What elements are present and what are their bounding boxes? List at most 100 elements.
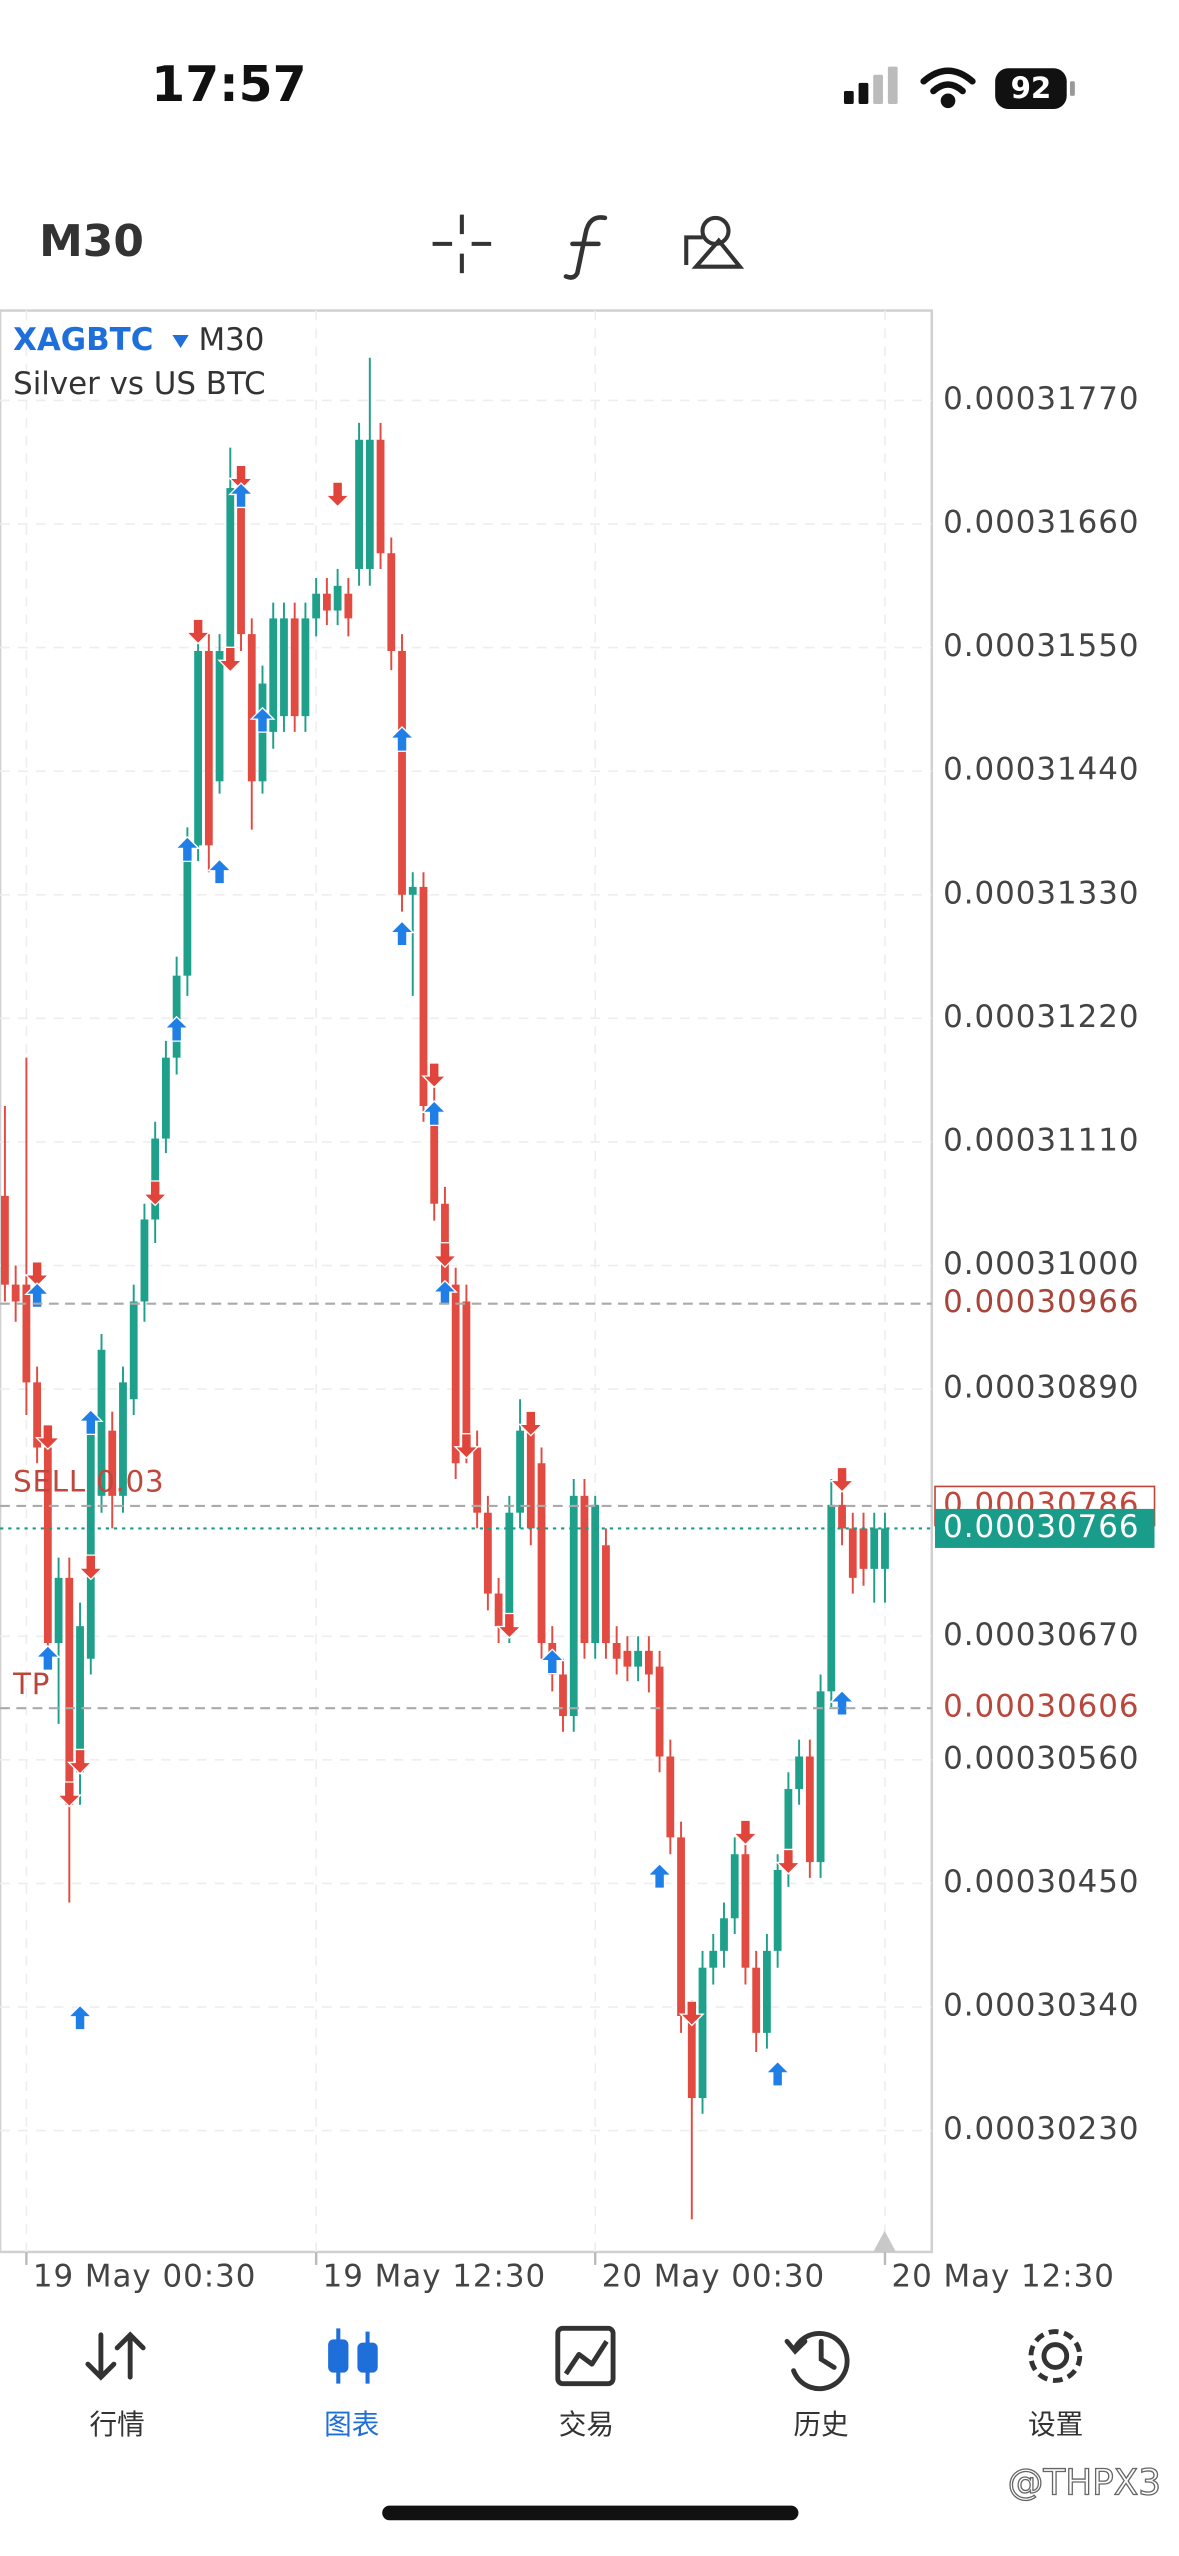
candle-body [33, 1382, 42, 1448]
y-tick-label: 0.00031660 [943, 505, 1139, 541]
candle-body [720, 1918, 728, 1951]
trade-marker [775, 1848, 802, 1875]
candle-body [473, 1447, 482, 1513]
y-tick-label: 0.00031440 [943, 752, 1139, 788]
trade-marker [539, 1648, 566, 1675]
y-tick-label: 0.00031550 [943, 628, 1139, 664]
candle-body [462, 1301, 471, 1448]
history-icon[interactable] [784, 2330, 850, 2392]
wifi-icon [920, 67, 976, 109]
candle-body [741, 1854, 750, 1968]
candle-body [204, 650, 213, 846]
candle-body [859, 1528, 868, 1569]
trade-icon[interactable] [555, 2325, 616, 2387]
symbol-dropdown[interactable] [172, 334, 189, 348]
nav-label[interactable]: 历史 [793, 2408, 848, 2441]
scroll-marker [873, 2230, 896, 2252]
trade-marker [56, 1781, 83, 1808]
trade-marker [217, 646, 244, 673]
watermark: @THPX3 [1008, 2462, 1161, 2503]
candle-body [376, 439, 385, 554]
trade-marker [324, 481, 351, 508]
candle-body [602, 1545, 610, 1644]
chart-icon[interactable] [328, 2328, 378, 2384]
nav-label[interactable]: 行情 [90, 2408, 145, 2441]
trade-marker [77, 1409, 104, 1435]
candle-body [580, 1495, 589, 1644]
level-box [935, 1508, 1155, 1548]
trade-marker [206, 858, 233, 885]
candle-body [773, 1869, 782, 1951]
trade-marker [34, 1424, 61, 1451]
candle-body [816, 1691, 825, 1863]
candle-body [1, 1195, 9, 1285]
candle-body [398, 650, 406, 895]
candle-body [795, 1756, 804, 1790]
nav-label[interactable]: 交易 [559, 2408, 614, 2441]
candle-body [591, 1504, 600, 1644]
level-label: 0.00030606 [943, 1689, 1139, 1725]
trade-marker [517, 1410, 544, 1437]
trade-marker [389, 920, 415, 947]
battery-level: 92 [1011, 71, 1052, 105]
settings-icon[interactable] [1028, 2329, 1083, 2383]
candle-body [183, 845, 192, 976]
toolbar-timeframe[interactable]: M30 [39, 216, 144, 267]
symbol[interactable]: XAGBTC [13, 322, 153, 358]
chart-frame [0, 309, 933, 2254]
trade-marker [77, 1554, 104, 1581]
candle-body [65, 1577, 74, 1805]
candle-body [666, 1756, 675, 1838]
candle-body [290, 618, 299, 717]
candle-body [312, 593, 321, 619]
y-tick-label: 0.00030890 [943, 1370, 1139, 1406]
candle-body [151, 1138, 160, 1220]
level-label: 0.00030966 [943, 1284, 1139, 1320]
quotes-icon[interactable] [85, 2331, 146, 2381]
candle-body [226, 488, 235, 651]
y-tick-label: 0.00031330 [943, 875, 1139, 911]
trade-marker [185, 618, 212, 645]
candle-body [698, 1967, 707, 2099]
trade-marker [421, 1100, 448, 1127]
candle-body [119, 1382, 127, 1496]
trade-marker [249, 706, 276, 733]
candle-body [655, 1666, 664, 1757]
candle-body [505, 1512, 514, 1627]
nav-label[interactable]: 设置 [1028, 2408, 1083, 2441]
candle-body [419, 886, 428, 1106]
indicator-button[interactable] [563, 215, 608, 280]
candle-body [730, 1854, 739, 1919]
chart-timeframe: M30 [198, 322, 264, 358]
candle-body [54, 1577, 63, 1644]
trade-marker [228, 482, 254, 509]
candle-body [752, 1967, 761, 2033]
candle-body [838, 1504, 846, 1529]
trade-marker [646, 1862, 673, 1889]
trade-marker [34, 1644, 61, 1671]
y-tick-label: 0.00030670 [943, 1617, 1139, 1653]
crosshair-button[interactable] [432, 214, 492, 274]
objects-button[interactable] [684, 215, 745, 269]
trade-marker [453, 1433, 480, 1460]
y-tick-label: 0.00031000 [943, 1246, 1139, 1282]
trade-marker [421, 1062, 448, 1089]
candle-body [827, 1504, 836, 1692]
trade-marker [67, 1748, 93, 1775]
candle-body [559, 1674, 567, 1717]
candle-body [194, 650, 203, 846]
battery-nub [1069, 81, 1075, 96]
candle-body [516, 1430, 524, 1513]
nav-label[interactable]: 图表 [324, 2408, 379, 2441]
trade-marker [24, 1261, 51, 1288]
x-tick-label: 19 May 00:30 [33, 2258, 256, 2294]
plot-area [0, 310, 932, 2252]
candle-body [43, 1447, 52, 1644]
trade-marker [496, 1612, 523, 1639]
trade-marker [174, 836, 201, 863]
candle-body [687, 2016, 696, 2099]
candle-body [215, 650, 224, 782]
